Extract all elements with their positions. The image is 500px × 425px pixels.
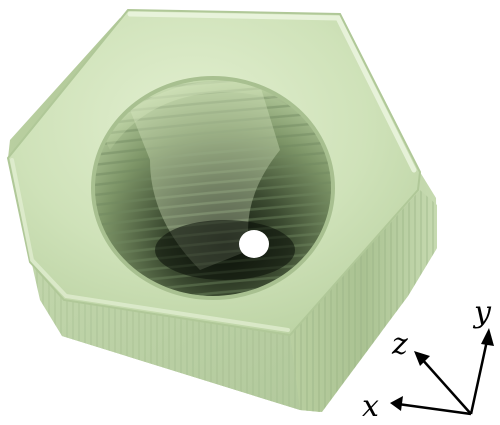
z-axis-arrow: [414, 351, 472, 415]
x-axis-label: x: [362, 389, 379, 424]
x-axis-arrow: [390, 396, 472, 416]
threaded-hole: [91, 76, 335, 300]
top-edge-highlight: [127, 11, 417, 173]
coordinate-axes: y z x: [362, 295, 494, 424]
y-axis-label: y: [472, 295, 492, 330]
hole-bottom-opening: [239, 230, 269, 258]
y-axis-arrow: [469, 328, 494, 415]
z-axis-label: z: [391, 327, 408, 362]
